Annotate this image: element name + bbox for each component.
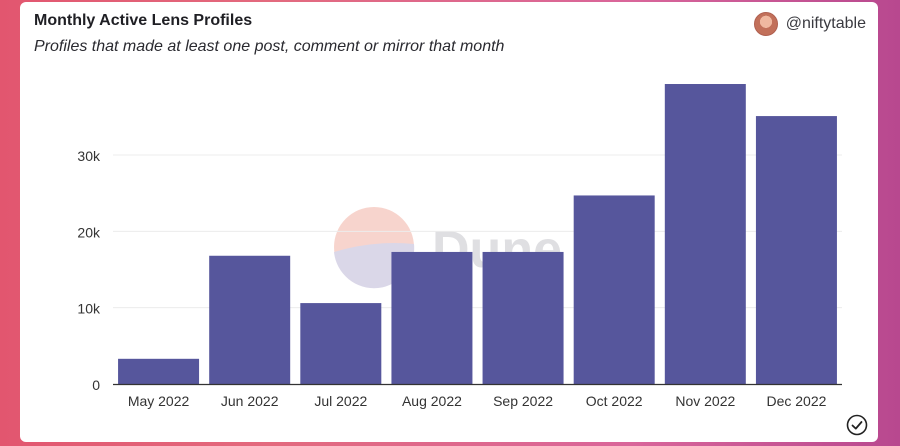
x-tick-label: Nov 2022: [675, 393, 735, 409]
y-tick-label: 0: [92, 377, 100, 393]
bar[interactable]: [391, 251, 473, 384]
bars: [118, 84, 837, 384]
bar[interactable]: [300, 303, 382, 384]
bar[interactable]: [573, 195, 655, 384]
bar[interactable]: [118, 358, 200, 384]
y-tick-label: 20k: [77, 224, 101, 240]
avatar-icon: [753, 12, 778, 36]
bar[interactable]: [209, 255, 291, 384]
author-name: @niftytable: [785, 15, 866, 32]
x-tick-label: Dec 2022: [766, 393, 826, 409]
chart-title: Monthly Active Lens Profiles: [34, 12, 253, 29]
bar[interactable]: [755, 116, 837, 384]
chart-subtitle: Profiles that made at least one post, co…: [34, 38, 505, 55]
bar[interactable]: [664, 84, 746, 384]
y-tick-label: 10k: [77, 301, 101, 317]
y-tick-label: 30k: [77, 148, 101, 164]
bar[interactable]: [482, 251, 564, 384]
x-tick-label: Jul 2022: [314, 393, 367, 409]
chart-card: Monthly Active Lens Profiles Profiles th…: [20, 2, 878, 442]
x-tick-label: Jun 2022: [221, 393, 279, 409]
check-circle-icon[interactable]: [846, 414, 868, 436]
x-tick-label: Sep 2022: [493, 393, 553, 409]
x-tick-label: Aug 2022: [402, 393, 462, 409]
x-tick-label: Oct 2022: [586, 393, 643, 409]
y-tick-labels: 0 10k 20k 30k: [77, 148, 101, 393]
x-tick-labels: May 2022 Jun 2022 Jul 2022 Aug 2022 Sep 2022…: [128, 393, 827, 409]
author-link[interactable]: @niftytable: [753, 12, 866, 36]
x-tick-label: May 2022: [128, 393, 190, 409]
